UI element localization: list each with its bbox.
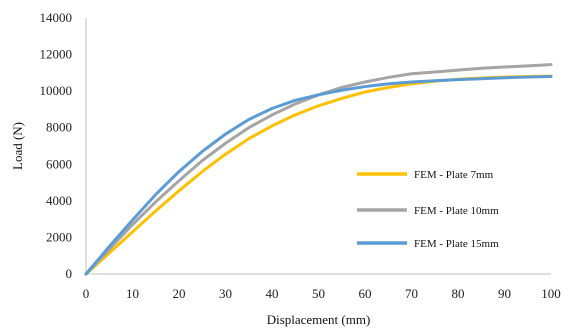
y-tick-label: 8000 — [46, 120, 72, 135]
y-tick-label: 12000 — [40, 47, 73, 62]
series-lines — [84, 63, 553, 276]
y-tick-label: 4000 — [46, 193, 72, 208]
legend-label: FEM - Plate 15mm — [414, 238, 499, 250]
y-tick-label: 0 — [66, 266, 73, 281]
x-tick-label: 80 — [452, 286, 465, 301]
x-tick-label: 20 — [173, 286, 186, 301]
y-tick-labels: 0 2000 4000 6000 8000 10000 12000 14000 — [40, 10, 73, 281]
x-tick-label: 10 — [126, 286, 139, 301]
y-tick-label: 6000 — [46, 156, 72, 171]
x-tick-label: 60 — [359, 286, 372, 301]
x-tick-label: 0 — [83, 286, 90, 301]
series-line-3 — [84, 75, 553, 276]
x-axis-label: Displacement (mm) — [267, 312, 371, 327]
legend: FEM - Plate 7mm FEM - Plate 10mm FEM - Pla… — [357, 169, 499, 250]
x-tick-labels: 0 10 20 30 40 50 60 70 80 90 100 — [83, 286, 561, 301]
x-tick-label: 70 — [405, 286, 418, 301]
legend-label: FEM - Plate 7mm — [414, 169, 494, 181]
y-axis-label: Load (N) — [10, 122, 25, 170]
y-tick-label: 14000 — [40, 10, 73, 25]
x-tick-label: 90 — [498, 286, 511, 301]
y-tick-label: 2000 — [46, 229, 72, 244]
x-tick-label: 40 — [266, 286, 279, 301]
x-tick-label: 50 — [312, 286, 325, 301]
x-tick-label: 100 — [541, 286, 561, 301]
axes — [85, 18, 551, 275]
legend-label: FEM - Plate 10mm — [414, 205, 499, 217]
y-tick-label: 10000 — [40, 83, 73, 98]
x-tick-label: 30 — [219, 286, 232, 301]
